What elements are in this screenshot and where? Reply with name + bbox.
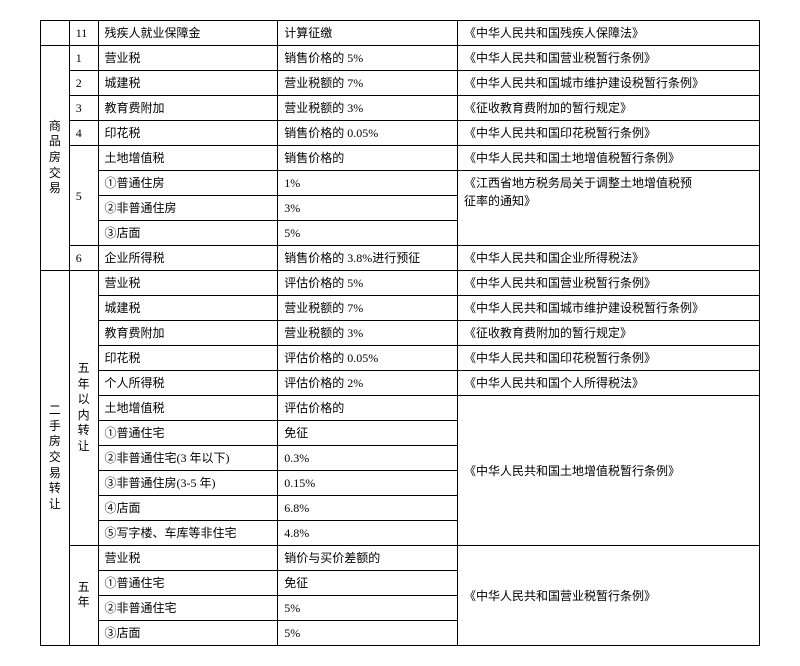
index-label: 五年 bbox=[78, 580, 90, 611]
item-cell: 印花税 bbox=[98, 346, 278, 371]
table-row: 二手房交易转让五年以内转让营业税评估价格的 5%《中华人民共和国营业税暂行条例》 bbox=[41, 271, 760, 296]
index-cell: 5 bbox=[69, 146, 98, 246]
basis-cell: 《中华人民共和国印花税暂行条例》 bbox=[458, 346, 760, 371]
table-row: 印花税评估价格的 0.05%《中华人民共和国印花税暂行条例》 bbox=[41, 346, 760, 371]
item-cell: 营业税 bbox=[98, 546, 278, 571]
item-cell: 印花税 bbox=[98, 121, 278, 146]
rate-cell: 免征 bbox=[278, 571, 458, 596]
table-row: 五年营业税销价与买价差额的《中华人民共和国营业税暂行条例》 bbox=[41, 546, 760, 571]
index-cell: 4 bbox=[69, 121, 98, 146]
item-cell: 营业税 bbox=[98, 46, 278, 71]
rate-cell: 评估价格的 bbox=[278, 396, 458, 421]
rate-cell: 销价与买价差额的 bbox=[278, 546, 458, 571]
item-cell: ⑤写字楼、车库等非住宅 bbox=[98, 521, 278, 546]
index-cell: 6 bbox=[69, 246, 98, 271]
basis-cell: 《中华人民共和国城市维护建设税暂行条例》 bbox=[458, 296, 760, 321]
basis-cell: 《中华人民共和国印花税暂行条例》 bbox=[458, 121, 760, 146]
index-cell: 1 bbox=[69, 46, 98, 71]
item-cell: ②非普通住宅(3 年以下) bbox=[98, 446, 278, 471]
rate-cell: 销售价格的 3.8%进行预征 bbox=[278, 246, 458, 271]
rate-cell: 5% bbox=[278, 221, 458, 246]
item-cell: ②非普通住宅 bbox=[98, 596, 278, 621]
index-label: 五年以内转让 bbox=[78, 361, 90, 455]
basis-cell: 《江西省地方税务局关于调整土地增值税预征率的通知》 bbox=[458, 171, 760, 246]
rate-cell: 销售价格的 5% bbox=[278, 46, 458, 71]
rate-cell: 5% bbox=[278, 621, 458, 646]
item-cell: ②非普通住房 bbox=[98, 196, 278, 221]
rate-cell: 免征 bbox=[278, 421, 458, 446]
basis-cell: 《中华人民共和国土地增值税暂行条例》 bbox=[458, 396, 760, 546]
item-cell: ④店面 bbox=[98, 496, 278, 521]
rate-cell: 评估价格的 5% bbox=[278, 271, 458, 296]
item-cell: 城建税 bbox=[98, 71, 278, 96]
table-row: ①普通住房1%《江西省地方税务局关于调整土地增值税预征率的通知》 bbox=[41, 171, 760, 196]
index-cell: 五年 bbox=[69, 546, 98, 646]
basis-cell: 《中华人民共和国城市维护建设税暂行条例》 bbox=[458, 71, 760, 96]
index-cell: 五年以内转让 bbox=[69, 271, 98, 546]
table-row: 6企业所得税销售价格的 3.8%进行预征《中华人民共和国企业所得税法》 bbox=[41, 246, 760, 271]
rate-cell: 4.8% bbox=[278, 521, 458, 546]
rate-cell: 3% bbox=[278, 196, 458, 221]
category-label: 二手房交易转让 bbox=[49, 403, 61, 512]
basis-cell: 《中华人民共和国营业税暂行条例》 bbox=[458, 546, 760, 646]
item-cell: 城建税 bbox=[98, 296, 278, 321]
item-cell: 个人所得税 bbox=[98, 371, 278, 396]
index-cell: 11 bbox=[69, 21, 98, 46]
rate-cell: 营业税额的 7% bbox=[278, 296, 458, 321]
item-cell: ③店面 bbox=[98, 221, 278, 246]
category-cell bbox=[41, 21, 70, 46]
index-cell: 3 bbox=[69, 96, 98, 121]
rate-cell: 0.3% bbox=[278, 446, 458, 471]
basis-cell: 《征收教育费附加的暂行规定》 bbox=[458, 321, 760, 346]
rate-cell: 6.8% bbox=[278, 496, 458, 521]
item-cell: 残疾人就业保障金 bbox=[98, 21, 278, 46]
rate-cell: 1% bbox=[278, 171, 458, 196]
table-row: 土地增值税评估价格的《中华人民共和国土地增值税暂行条例》 bbox=[41, 396, 760, 421]
rate-cell: 营业税额的 3% bbox=[278, 96, 458, 121]
item-cell: ①普通住房 bbox=[98, 171, 278, 196]
rate-cell: 评估价格的 2% bbox=[278, 371, 458, 396]
item-cell: ①普通住宅 bbox=[98, 421, 278, 446]
item-cell: 企业所得税 bbox=[98, 246, 278, 271]
rate-cell: 营业税额的 7% bbox=[278, 71, 458, 96]
basis-cell: 《中华人民共和国个人所得税法》 bbox=[458, 371, 760, 396]
index-cell: 2 bbox=[69, 71, 98, 96]
table-row: 5土地增值税销售价格的《中华人民共和国土地增值税暂行条例》 bbox=[41, 146, 760, 171]
rate-cell: 计算征缴 bbox=[278, 21, 458, 46]
item-cell: 土地增值税 bbox=[98, 396, 278, 421]
item-cell: 土地增值税 bbox=[98, 146, 278, 171]
rate-cell: 销售价格的 0.05% bbox=[278, 121, 458, 146]
rate-cell: 营业税额的 3% bbox=[278, 321, 458, 346]
basis-cell: 《征收教育费附加的暂行规定》 bbox=[458, 96, 760, 121]
table-row: 2城建税营业税额的 7%《中华人民共和国城市维护建设税暂行条例》 bbox=[41, 71, 760, 96]
item-cell: ①普通住宅 bbox=[98, 571, 278, 596]
item-cell: 教育费附加 bbox=[98, 96, 278, 121]
table-row: 11残疾人就业保障金计算征缴《中华人民共和国残疾人保障法》 bbox=[41, 21, 760, 46]
table-row: 个人所得税评估价格的 2%《中华人民共和国个人所得税法》 bbox=[41, 371, 760, 396]
basis-cell: 《中华人民共和国营业税暂行条例》 bbox=[458, 46, 760, 71]
basis-cell: 《中华人民共和国企业所得税法》 bbox=[458, 246, 760, 271]
table-row: 3教育费附加营业税额的 3%《征收教育费附加的暂行规定》 bbox=[41, 96, 760, 121]
rate-cell: 销售价格的 bbox=[278, 146, 458, 171]
table-row: 城建税营业税额的 7%《中华人民共和国城市维护建设税暂行条例》 bbox=[41, 296, 760, 321]
rate-cell: 评估价格的 0.05% bbox=[278, 346, 458, 371]
table-row: 4印花税销售价格的 0.05%《中华人民共和国印花税暂行条例》 bbox=[41, 121, 760, 146]
item-cell: 营业税 bbox=[98, 271, 278, 296]
item-cell: ③店面 bbox=[98, 621, 278, 646]
basis-cell: 《中华人民共和国残疾人保障法》 bbox=[458, 21, 760, 46]
item-cell: 教育费附加 bbox=[98, 321, 278, 346]
basis-cell: 《中华人民共和国营业税暂行条例》 bbox=[458, 271, 760, 296]
category-cell: 二手房交易转让 bbox=[41, 271, 70, 646]
table-row: 商品房交易1营业税销售价格的 5%《中华人民共和国营业税暂行条例》 bbox=[41, 46, 760, 71]
item-cell: ③非普通住房(3-5 年) bbox=[98, 471, 278, 496]
table-row: 教育费附加营业税额的 3%《征收教育费附加的暂行规定》 bbox=[41, 321, 760, 346]
rate-cell: 0.15% bbox=[278, 471, 458, 496]
tax-table: 11残疾人就业保障金计算征缴《中华人民共和国残疾人保障法》商品房交易1营业税销售… bbox=[40, 20, 760, 646]
category-cell: 商品房交易 bbox=[41, 46, 70, 271]
category-label: 商品房交易 bbox=[49, 119, 61, 197]
rate-cell: 5% bbox=[278, 596, 458, 621]
basis-cell: 《中华人民共和国土地增值税暂行条例》 bbox=[458, 146, 760, 171]
